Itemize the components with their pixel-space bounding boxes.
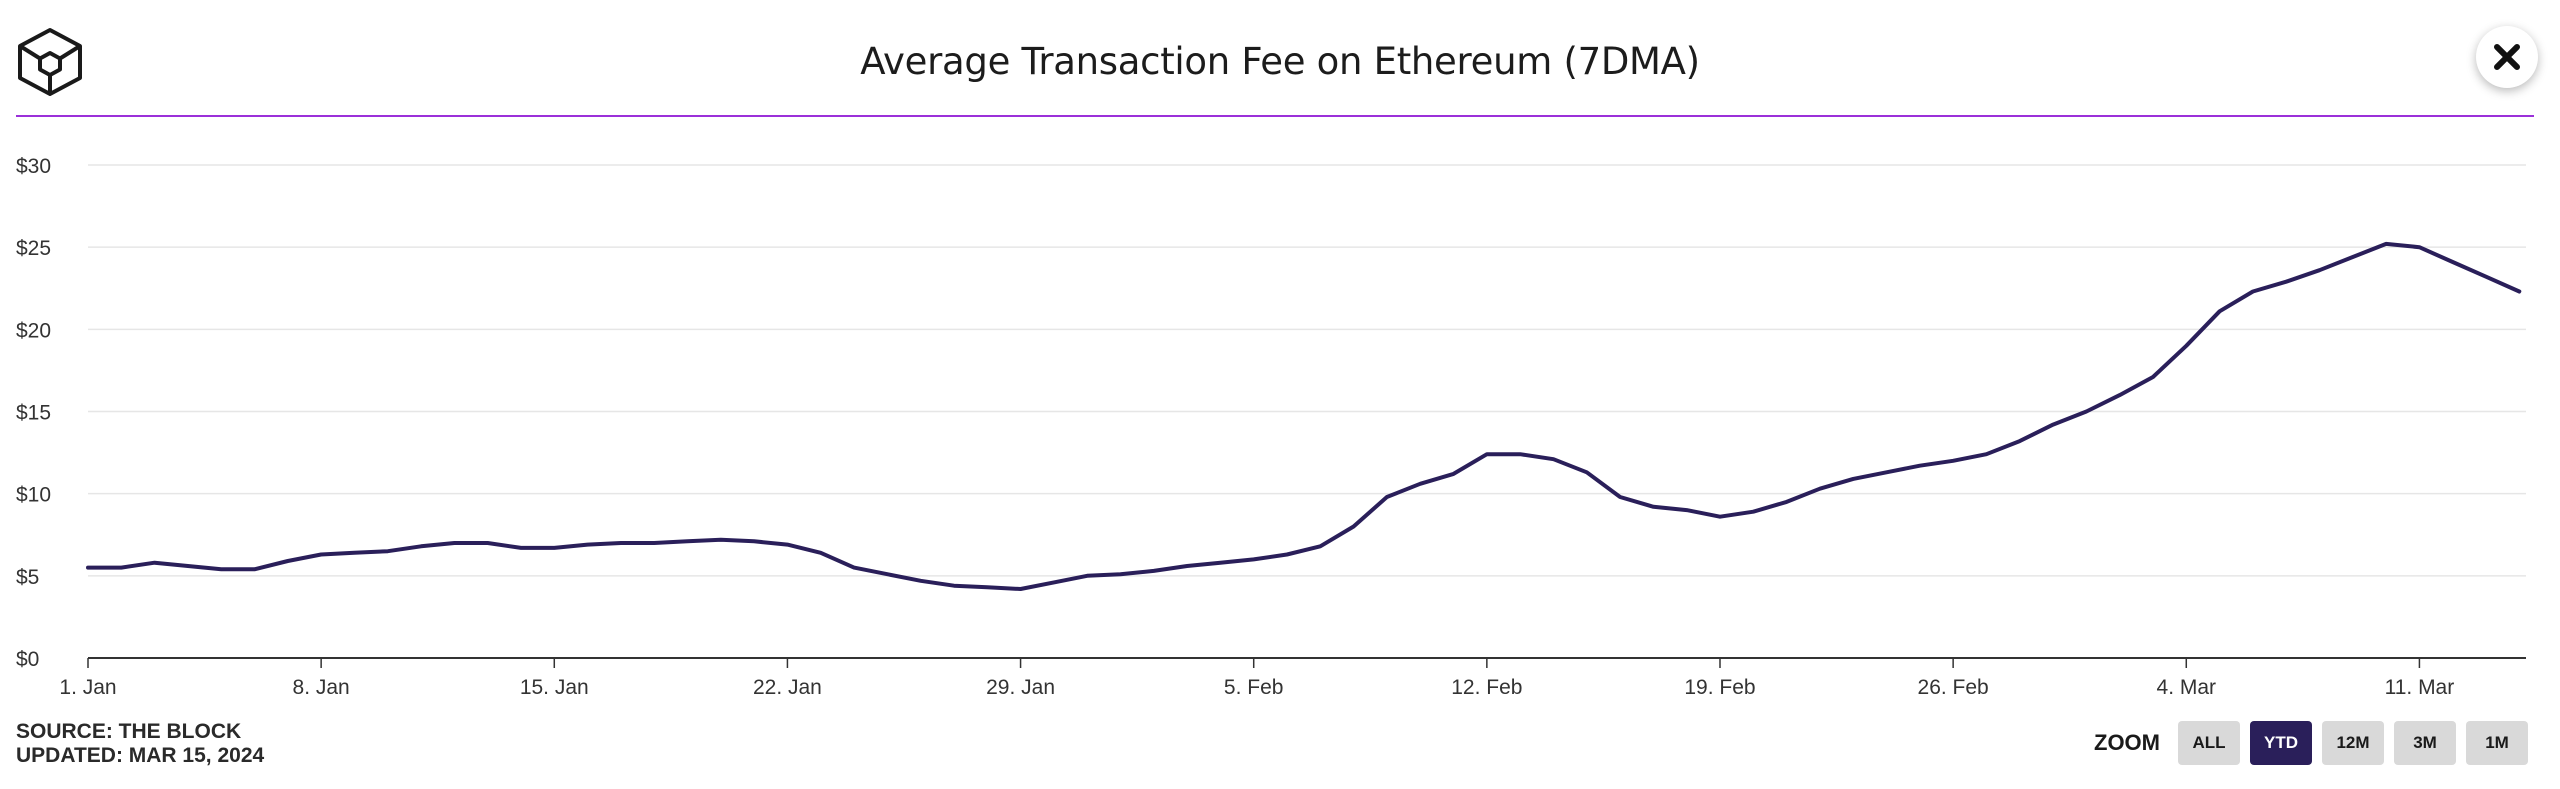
zoom-3m-button[interactable]: 3M bbox=[2394, 721, 2456, 765]
zoom-ytd-button[interactable]: YTD bbox=[2250, 721, 2312, 765]
y-tick-label: $15 bbox=[16, 402, 51, 425]
line-chart: $0 $5 $10 $15 $20 $25 $30 1. Jan 8. Jan 15. Jan 2… bbox=[16, 155, 2526, 699]
series-layer bbox=[86, 241, 2522, 591]
zoom-controls: ZOOM ALL YTD 12M 3M 1M bbox=[2094, 721, 2528, 765]
updated-label: UPDATED: MAR 15, 2024 bbox=[16, 744, 265, 767]
zoom-label: ZOOM bbox=[2094, 730, 2160, 755]
close-button[interactable] bbox=[2476, 26, 2538, 88]
x-tick-label: 8. Jan bbox=[293, 676, 350, 699]
y-tick-label: $30 bbox=[16, 155, 51, 178]
y-axis-ticks: $0 $5 $10 $15 $20 $25 $30 bbox=[16, 155, 51, 671]
x-tick-label: 26. Feb bbox=[1918, 676, 1989, 699]
grid-lines bbox=[88, 164, 2526, 659]
zoom-12m-button[interactable]: 12M bbox=[2322, 721, 2384, 765]
x-axis-ticks: 1. Jan 8. Jan 15. Jan 22. Jan 29. Jan 5. Feb 1… bbox=[59, 658, 2454, 699]
y-tick-label: $10 bbox=[16, 484, 51, 507]
zoom-1m-button[interactable]: 1M bbox=[2466, 721, 2528, 765]
x-tick-label: 5. Feb bbox=[1224, 676, 1284, 699]
x-tick-label: 1. Jan bbox=[59, 676, 116, 699]
chart-source: SOURCE: THE BLOCK UPDATED: MAR 15, 2024 bbox=[16, 720, 264, 768]
y-tick-label: $5 bbox=[16, 566, 39, 589]
y-tick-label: $25 bbox=[16, 237, 51, 260]
x-tick-label: 4. Mar bbox=[2157, 676, 2217, 699]
y-tick-label: $0 bbox=[16, 648, 39, 671]
close-icon bbox=[2494, 44, 2520, 70]
x-tick-label: 12. Feb bbox=[1451, 676, 1522, 699]
source-label: SOURCE: THE BLOCK bbox=[16, 720, 242, 743]
chart-title: Average Transaction Fee on Ethereum (7DM… bbox=[860, 40, 1700, 83]
series-line bbox=[86, 241, 2522, 591]
zoom-all-button[interactable]: ALL bbox=[2178, 721, 2240, 765]
x-tick-label: 29. Jan bbox=[986, 676, 1055, 699]
header-divider bbox=[16, 115, 2534, 117]
x-tick-label: 15. Jan bbox=[520, 676, 589, 699]
y-tick-label: $20 bbox=[16, 319, 51, 342]
the-block-logo-icon bbox=[18, 28, 82, 96]
x-tick-label: 22. Jan bbox=[753, 676, 822, 699]
x-tick-label: 19. Feb bbox=[1684, 676, 1755, 699]
x-tick-label: 11. Mar bbox=[2385, 676, 2455, 699]
